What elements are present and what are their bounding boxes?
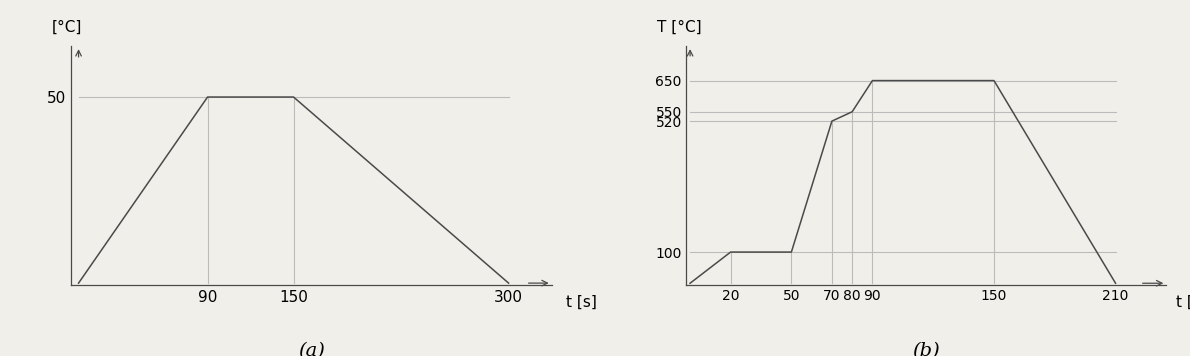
Text: t [s]: t [s] bbox=[1176, 294, 1190, 309]
Text: [°C]: [°C] bbox=[52, 19, 82, 35]
Text: (b): (b) bbox=[913, 342, 940, 356]
Text: T [°C]: T [°C] bbox=[657, 19, 702, 35]
Text: t [s]: t [s] bbox=[566, 294, 597, 309]
Text: (a): (a) bbox=[298, 342, 325, 356]
